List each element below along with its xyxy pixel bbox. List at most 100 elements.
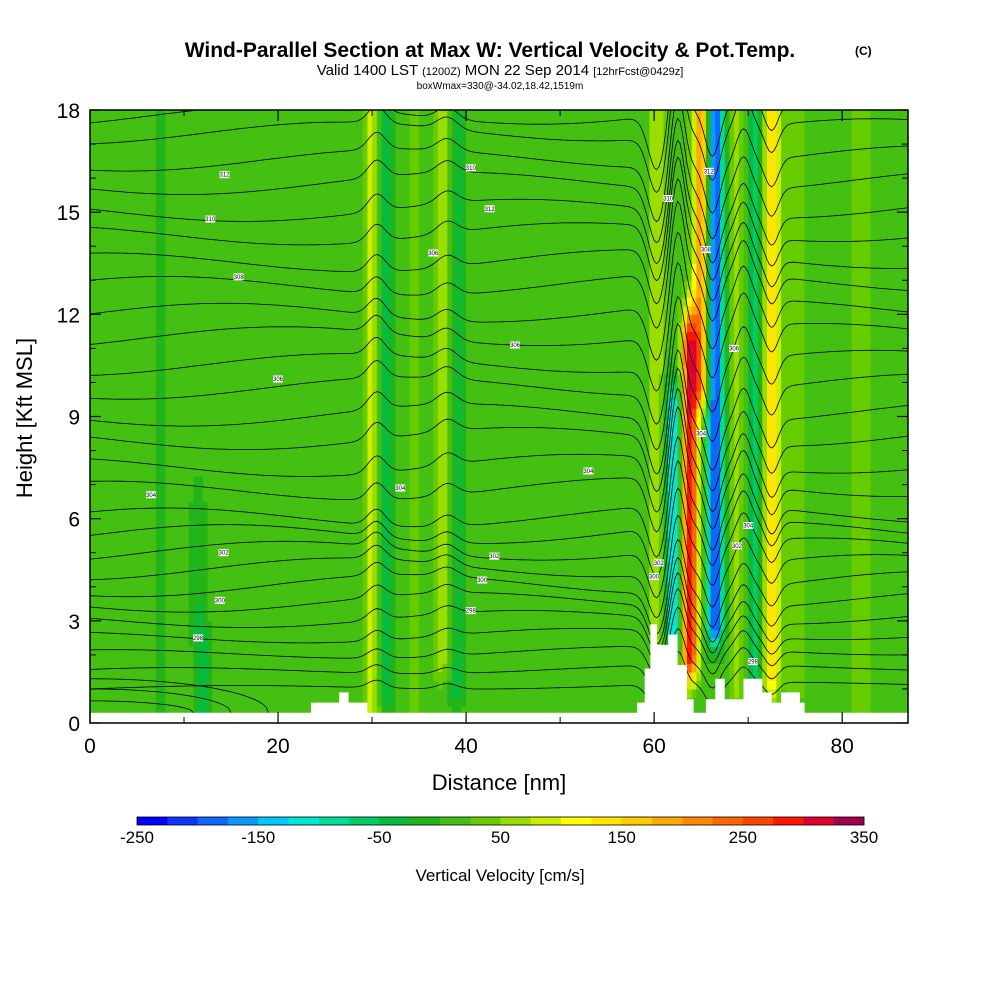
heat-cell [367, 569, 373, 579]
heat-cell [701, 297, 707, 307]
heat-cell [155, 595, 166, 605]
theta-label-text: 302 [218, 551, 229, 557]
heat-cell [720, 586, 726, 596]
heat-cell [710, 178, 716, 188]
heat-cell [376, 365, 383, 375]
heat-cell [701, 535, 707, 545]
heat-cell [691, 450, 697, 460]
heat-cell [851, 365, 871, 375]
heat-cell [682, 331, 688, 341]
heat-cell [381, 152, 392, 162]
heat-cell [193, 620, 204, 630]
heat-cell [668, 271, 688, 281]
heat-cell [381, 510, 392, 520]
heat-cell [649, 331, 665, 341]
heat-cell [447, 271, 453, 281]
heat-cell [870, 280, 908, 290]
heat-cell [781, 382, 806, 392]
heat-cell [715, 203, 721, 213]
heat-cell [447, 654, 453, 664]
heat-cell [466, 586, 650, 596]
heat-cell [804, 680, 853, 690]
heat-cell [90, 603, 157, 613]
heat-cell [155, 314, 166, 324]
heat-cell [776, 127, 782, 137]
heat-cell [456, 305, 462, 315]
heat-cell [804, 186, 853, 196]
heat-cell [663, 510, 669, 520]
heat-cell [381, 127, 392, 137]
heat-cell [677, 331, 683, 341]
heat-cell [705, 297, 712, 307]
heat-cell [409, 552, 420, 562]
heat-cell [362, 442, 368, 452]
heat-cell [762, 501, 768, 511]
heat-cell [705, 476, 712, 486]
heat-cell [720, 288, 726, 298]
heat-cell [212, 629, 364, 639]
heat-cell [649, 110, 665, 120]
heat-cell [207, 544, 364, 554]
heat-cell [155, 671, 166, 681]
heat-cell [447, 280, 453, 290]
heat-cell [165, 450, 364, 460]
heat-cell [762, 254, 768, 264]
heat-cell [409, 654, 420, 664]
heat-cell [870, 254, 908, 264]
heat-cell [367, 433, 373, 443]
theta-label: 302 [732, 542, 743, 550]
heat-cell [851, 646, 871, 656]
theta-label: 304 [583, 467, 594, 475]
heat-cell [776, 425, 782, 435]
heat-cell [804, 450, 853, 460]
heat-cell [193, 671, 199, 681]
heat-cell [461, 688, 467, 698]
heat-cell [762, 510, 768, 520]
heat-cell [461, 561, 467, 571]
colorbar-swatch [258, 817, 289, 825]
theta-label-bg [218, 549, 229, 557]
heat-cell [705, 510, 712, 520]
heat-cell [367, 365, 373, 375]
heat-cell [804, 442, 853, 452]
heat-cell [155, 305, 166, 315]
heat-cell [367, 331, 373, 341]
heat-cell [409, 425, 420, 435]
heat-cell [715, 110, 721, 120]
heat-cell [362, 399, 368, 409]
heat-cell [452, 527, 458, 537]
heat-cell [762, 416, 768, 426]
heat-cell [701, 586, 707, 596]
heat-cell [781, 680, 806, 690]
heat-cell [691, 127, 697, 137]
heat-cell [452, 339, 458, 349]
heat-cell [456, 118, 462, 128]
heat-cell [466, 425, 650, 435]
heat-cell [729, 229, 735, 239]
heat-cell [668, 118, 688, 128]
heat-cell [452, 203, 458, 213]
heat-cell [738, 382, 745, 392]
heat-cell [701, 365, 707, 375]
heat-cell [696, 569, 702, 579]
heat-cell [663, 416, 669, 426]
heat-cell [724, 569, 730, 579]
theta-contour-line [90, 700, 194, 714]
heat-cell [696, 356, 702, 366]
heat-cell [447, 391, 453, 401]
heat-cell [682, 612, 688, 622]
heat-cell [461, 322, 467, 332]
heat-cell [781, 220, 806, 230]
heat-cell [767, 280, 777, 290]
heat-cell [447, 646, 453, 656]
heat-cell [748, 186, 754, 196]
theta-label: 306 [273, 375, 284, 383]
heat-cell [752, 629, 759, 639]
heat-cell [409, 450, 420, 460]
heat-cell [188, 569, 209, 579]
heat-cell [781, 212, 806, 222]
heat-cell [461, 373, 467, 383]
heat-cell [376, 127, 383, 137]
heat-cell [433, 433, 439, 443]
heat-cell [729, 484, 735, 494]
